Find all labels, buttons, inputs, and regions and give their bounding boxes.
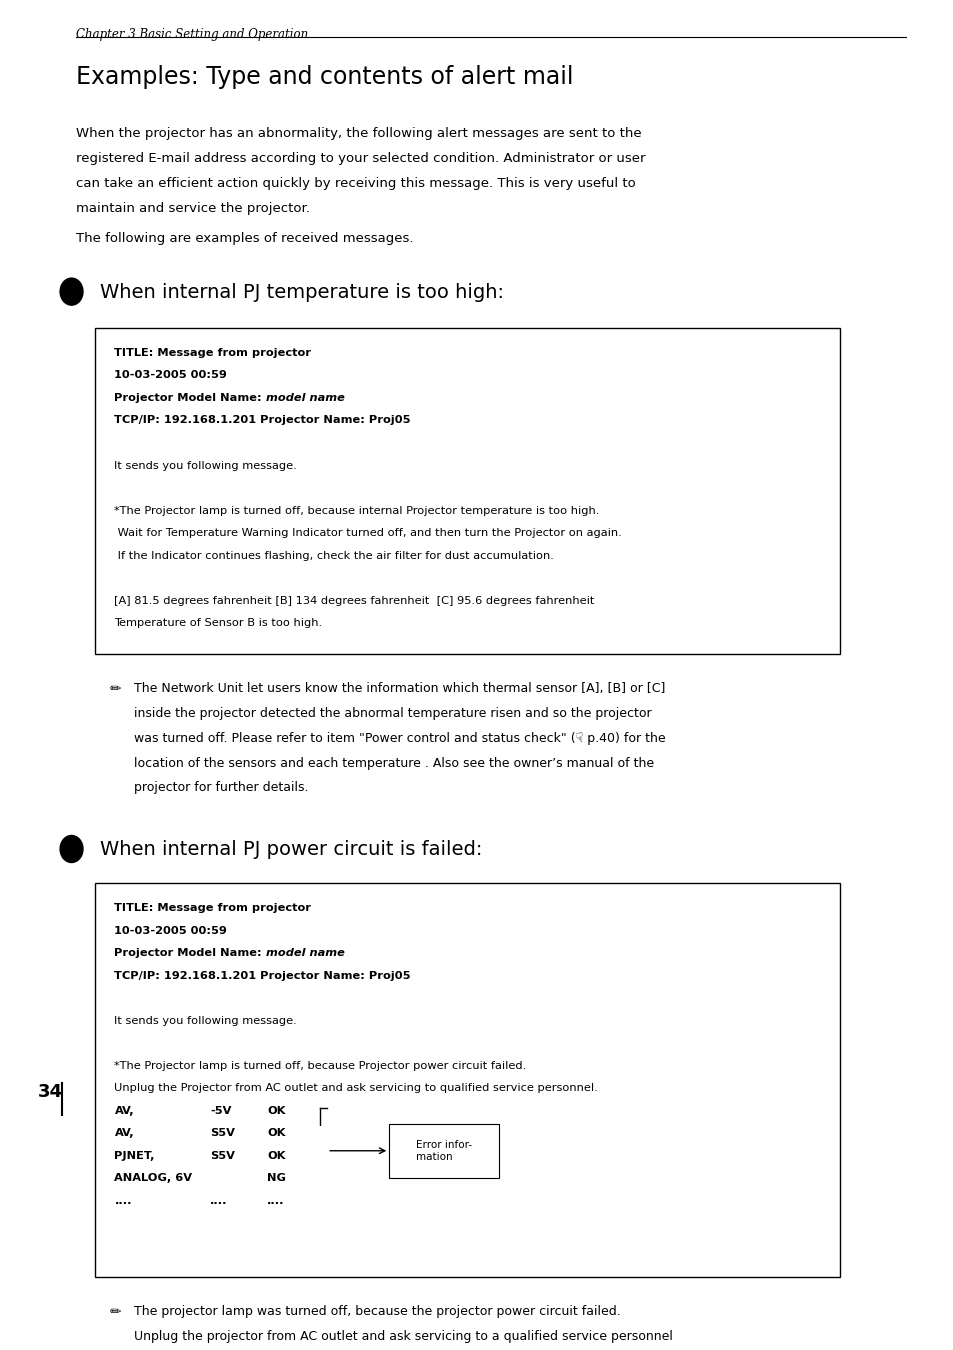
Text: Projector Model Name:: Projector Model Name: bbox=[114, 948, 266, 958]
Text: When the projector has an abnormality, the following alert messages are sent to : When the projector has an abnormality, t… bbox=[76, 127, 641, 140]
FancyBboxPatch shape bbox=[95, 883, 839, 1277]
Text: The following are examples of received messages.: The following are examples of received m… bbox=[76, 232, 414, 244]
Text: Chapter 3 Basic Setting and Operation: Chapter 3 Basic Setting and Operation bbox=[76, 28, 308, 40]
Circle shape bbox=[60, 836, 83, 863]
Text: AV,: AV, bbox=[114, 1106, 134, 1115]
Text: NG: NG bbox=[267, 1173, 286, 1183]
Text: The projector lamp was turned off, because the projector power circuit failed.: The projector lamp was turned off, becau… bbox=[133, 1305, 619, 1318]
Text: If the Indicator continues flashing, check the air filter for dust accumulation.: If the Indicator continues flashing, che… bbox=[114, 551, 554, 560]
Text: OK: OK bbox=[267, 1106, 285, 1115]
Text: Unplug the Projector from AC outlet and ask servicing to qualified service perso: Unplug the Projector from AC outlet and … bbox=[114, 1083, 598, 1094]
Text: Examples: Type and contents of alert mail: Examples: Type and contents of alert mai… bbox=[76, 65, 573, 89]
Text: 10-03-2005 00:59: 10-03-2005 00:59 bbox=[114, 926, 227, 936]
Text: ✏: ✏ bbox=[110, 682, 121, 697]
Text: TCP/IP: 192.168.1.201 Projector Name: Proj05: TCP/IP: 192.168.1.201 Projector Name: Pr… bbox=[114, 416, 411, 425]
Text: [A] 81.5 degrees fahrenheit [B] 134 degrees fahrenheit  [C] 95.6 degrees fahrenh: [A] 81.5 degrees fahrenheit [B] 134 degr… bbox=[114, 595, 595, 606]
Text: ....: .... bbox=[267, 1196, 284, 1206]
Text: TCP/IP: 192.168.1.201 Projector Name: Proj05: TCP/IP: 192.168.1.201 Projector Name: Pr… bbox=[114, 971, 411, 980]
Text: Wait for Temperature Warning Indicator turned off, and then turn the Projector o: Wait for Temperature Warning Indicator t… bbox=[114, 528, 621, 539]
Text: -5V: -5V bbox=[210, 1106, 231, 1115]
Circle shape bbox=[60, 278, 83, 305]
Text: can take an efficient action quickly by receiving this message. This is very use: can take an efficient action quickly by … bbox=[76, 177, 636, 190]
Text: OK: OK bbox=[267, 1129, 285, 1138]
Text: maintain and service the projector.: maintain and service the projector. bbox=[76, 201, 310, 215]
Text: ....: .... bbox=[114, 1196, 132, 1206]
Text: location of the sensors and each temperature . Also see the owner’s manual of th: location of the sensors and each tempera… bbox=[133, 756, 653, 770]
Text: Projector Model Name:: Projector Model Name: bbox=[114, 393, 266, 402]
Text: When internal PJ power circuit is failed:: When internal PJ power circuit is failed… bbox=[100, 840, 482, 859]
Text: ANALOG, 6V: ANALOG, 6V bbox=[114, 1173, 193, 1183]
Text: AV,: AV, bbox=[114, 1129, 134, 1138]
Text: OK: OK bbox=[267, 1150, 285, 1161]
Text: PJNET,: PJNET, bbox=[114, 1150, 154, 1161]
Text: TITLE: Message from projector: TITLE: Message from projector bbox=[114, 348, 311, 358]
Text: model name: model name bbox=[266, 948, 345, 958]
Text: TITLE: Message from projector: TITLE: Message from projector bbox=[114, 903, 311, 913]
FancyBboxPatch shape bbox=[95, 328, 839, 655]
Text: registered E-mail address according to your selected condition. Administrator or: registered E-mail address according to y… bbox=[76, 153, 645, 165]
Text: S5V: S5V bbox=[210, 1129, 234, 1138]
Text: was turned off. Please refer to item "Power control and status check" (☟ p.40) f: was turned off. Please refer to item "Po… bbox=[133, 732, 664, 745]
Text: It sends you following message.: It sends you following message. bbox=[114, 460, 297, 471]
Text: ✏: ✏ bbox=[110, 1305, 121, 1319]
Text: Temperature of Sensor B is too high.: Temperature of Sensor B is too high. bbox=[114, 618, 322, 628]
Text: When internal PJ temperature is too high:: When internal PJ temperature is too high… bbox=[100, 282, 503, 301]
Text: projector for further details.: projector for further details. bbox=[133, 782, 308, 794]
Text: 34: 34 bbox=[38, 1083, 63, 1102]
Text: ....: .... bbox=[210, 1196, 227, 1206]
Text: *The Projector lamp is turned off, because internal Projector temperature is too: *The Projector lamp is turned off, becau… bbox=[114, 505, 599, 516]
Text: inside the projector detected the abnormal temperature risen and so the projecto: inside the projector detected the abnorm… bbox=[133, 707, 651, 720]
Text: S5V: S5V bbox=[210, 1150, 234, 1161]
Text: Error infor-
mation: Error infor- mation bbox=[416, 1139, 472, 1161]
FancyBboxPatch shape bbox=[389, 1123, 498, 1177]
Text: 10-03-2005 00:59: 10-03-2005 00:59 bbox=[114, 370, 227, 381]
Text: The Network Unit let users know the information which thermal sensor [A], [B] or: The Network Unit let users know the info… bbox=[133, 682, 664, 695]
Text: model name: model name bbox=[266, 393, 345, 402]
Text: *The Projector lamp is turned off, because Projector power circuit failed.: *The Projector lamp is turned off, becau… bbox=[114, 1061, 526, 1071]
Text: Unplug the projector from AC outlet and ask servicing to a qualified service per: Unplug the projector from AC outlet and … bbox=[133, 1330, 672, 1343]
Text: It sends you following message.: It sends you following message. bbox=[114, 1015, 297, 1026]
